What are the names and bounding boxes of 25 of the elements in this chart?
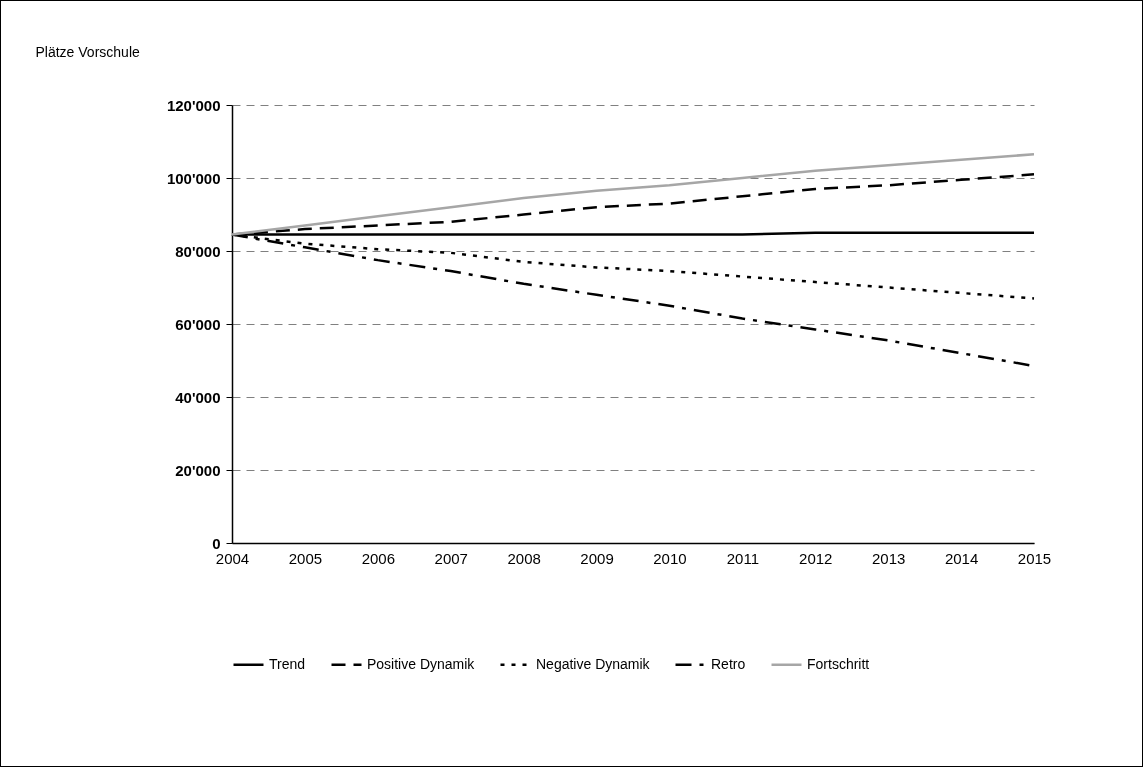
x-tick-label: 2011: [726, 549, 759, 567]
y-tick-label: 0: [212, 534, 221, 552]
y-axis-title: Plätze Vorschule: [35, 43, 140, 60]
x-tick-label: 2012: [799, 549, 833, 567]
legend-label: Fortschritt: [807, 655, 870, 672]
y-tick-label: 120'000: [166, 96, 221, 114]
x-tick-label: 2005: [288, 549, 323, 567]
x-tick-label: 2009: [580, 549, 614, 567]
x-tick-label: 2006: [361, 549, 396, 567]
x-tick-label: 2015: [1017, 549, 1052, 567]
y-tick-label: 60'000: [175, 315, 221, 333]
x-tick-label: 2008: [507, 549, 541, 567]
legend-label: Positive Dynamik: [367, 655, 476, 672]
y-tick-label: 80'000: [175, 242, 221, 260]
y-tick-label: 40'000: [175, 388, 221, 406]
x-tick-label: 2010: [653, 549, 687, 567]
x-tick-label: 2014: [944, 549, 979, 567]
x-tick-label: 2013: [871, 549, 906, 567]
y-tick-label: 20'000: [175, 461, 221, 479]
x-tick-label: 2007: [434, 549, 468, 567]
legend-label: Retro: [711, 655, 746, 672]
legend-label: Trend: [269, 655, 306, 672]
y-tick-label: 100'000: [166, 169, 221, 187]
legend-label: Negative Dynamik: [536, 655, 651, 672]
x-tick-label: 2004: [215, 549, 250, 567]
